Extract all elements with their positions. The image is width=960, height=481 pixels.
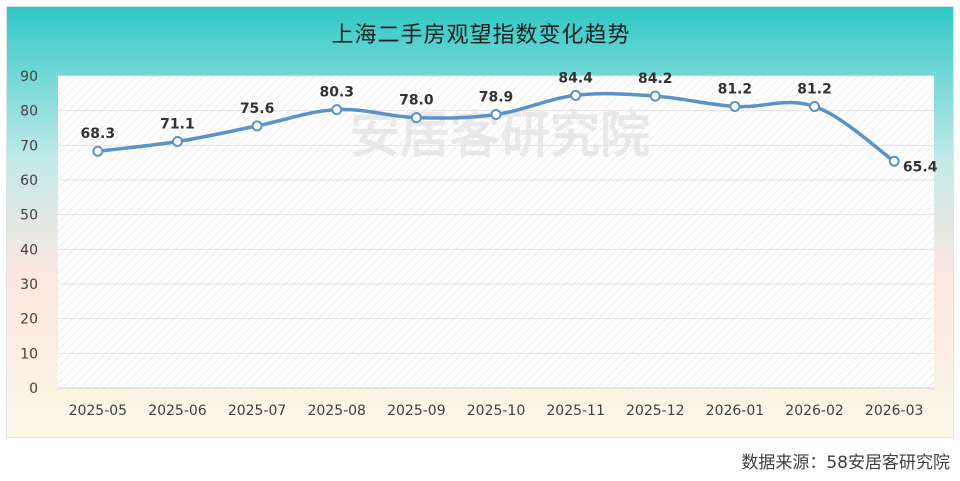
x-tick-label: 2025-11 <box>546 403 605 419</box>
x-axis: 2025-05 2025-06 2025-07 2025-08 2025-09 2025-… <box>69 403 924 419</box>
data-source: 数据来源：58安居客研究院 <box>741 453 950 473</box>
data-label: 81.2 <box>718 82 753 98</box>
data-label: 75.6 <box>240 101 275 117</box>
y-tick-label: 70 <box>20 138 38 154</box>
data-point <box>490 108 502 120</box>
data-point <box>331 104 343 116</box>
data-label: 84.4 <box>558 70 593 86</box>
data-labels: 68.3 71.1 75.6 80.3 78.0 78.9 84.4 84.2 81.2 81.2… <box>81 70 938 175</box>
data-point <box>809 101 821 113</box>
x-tick-label: 2025-05 <box>69 403 128 419</box>
data-label: 78.9 <box>479 89 514 105</box>
data-label: 81.2 <box>797 82 832 98</box>
data-label: 71.1 <box>160 117 195 133</box>
y-tick-label: 60 <box>20 173 38 189</box>
y-tick-label: 30 <box>20 277 38 293</box>
y-tick-label: 50 <box>20 208 38 224</box>
data-point <box>888 155 900 167</box>
y-tick-label: 80 <box>20 104 38 120</box>
y-tick-label: 90 <box>20 69 38 85</box>
plot-area <box>58 76 934 388</box>
data-label: 80.3 <box>319 85 354 101</box>
x-tick-label: 2026-03 <box>865 403 924 419</box>
data-label: 78.0 <box>399 93 434 109</box>
x-tick-label: 2026-02 <box>785 403 844 419</box>
chart-title: 上海二手房观望指数变化趋势 <box>331 23 631 48</box>
x-tick-label: 2026-01 <box>706 403 765 419</box>
data-point <box>729 101 741 113</box>
y-tick-label: 10 <box>20 346 38 362</box>
x-tick-label: 2025-10 <box>467 403 526 419</box>
x-tick-label: 2025-08 <box>307 403 366 419</box>
data-points <box>92 89 900 167</box>
y-tick-label: 40 <box>20 242 38 258</box>
data-label: 65.4 <box>903 159 938 175</box>
data-point <box>251 120 263 132</box>
x-tick-label: 2025-06 <box>148 403 207 419</box>
data-point <box>649 90 661 102</box>
data-point <box>171 136 183 148</box>
data-point <box>92 145 104 157</box>
x-tick-label: 2025-12 <box>626 403 685 419</box>
data-label: 84.2 <box>638 71 673 87</box>
y-tick-label: 20 <box>20 312 38 328</box>
x-tick-label: 2025-07 <box>228 403 287 419</box>
data-label: 68.3 <box>81 126 116 142</box>
x-tick-label: 2025-09 <box>387 403 446 419</box>
data-point <box>410 112 422 124</box>
data-point <box>570 89 582 101</box>
y-tick-label: 0 <box>29 381 38 397</box>
y-axis: 0 10 20 30 40 50 60 70 80 90 <box>20 69 38 397</box>
